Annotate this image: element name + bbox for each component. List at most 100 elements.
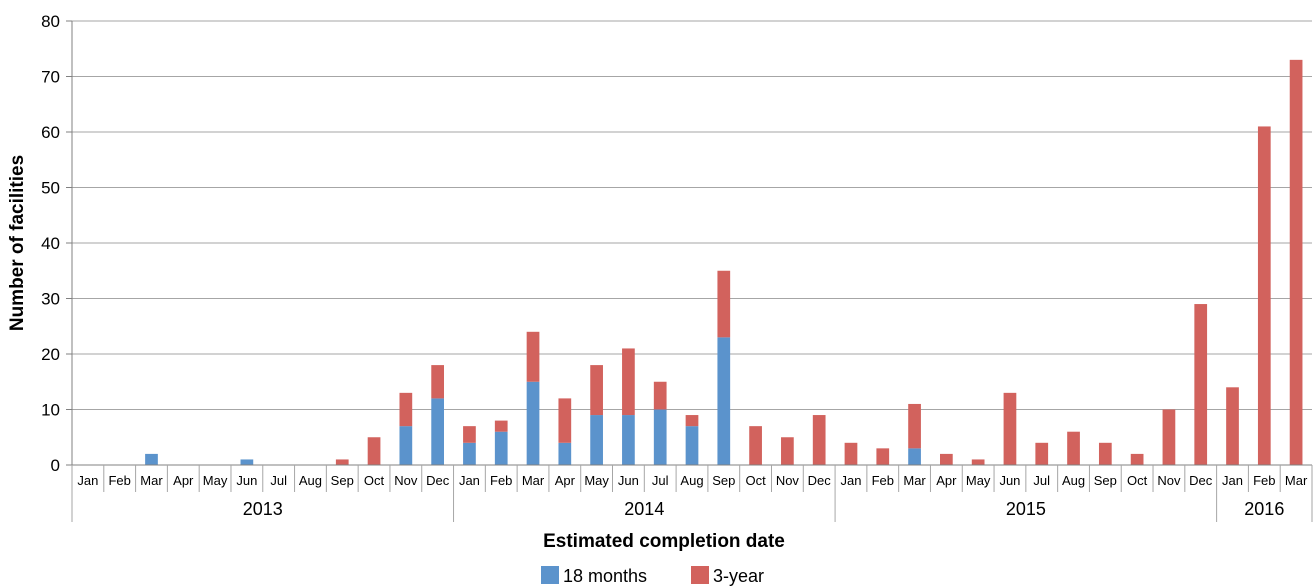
legend-label: 18 months: [563, 566, 647, 586]
bar-segment: [749, 426, 762, 465]
x-tick-label: Jan: [1222, 473, 1243, 488]
y-tick-label: 70: [41, 68, 60, 87]
bar-segment: [1003, 392, 1017, 465]
bar-segment: [1098, 442, 1112, 465]
bar-segment: [717, 337, 731, 465]
bar-segment: [494, 431, 508, 465]
bar-segment: [431, 398, 444, 465]
bar-segment: [844, 442, 858, 465]
bar-segment: [622, 415, 635, 465]
bar-segment: [908, 448, 921, 465]
bar-segment: [526, 331, 540, 382]
bar-segment: [240, 459, 254, 465]
x-tick-label: Dec: [1189, 473, 1213, 488]
bar-segment: [940, 453, 953, 465]
gridlines: [72, 20, 1312, 410]
bar-segment: [463, 426, 476, 443]
legend-swatch: [541, 566, 559, 584]
bar-segment: [685, 415, 699, 427]
bar-segment: [1067, 431, 1080, 465]
year-label: 2015: [1006, 499, 1046, 519]
x-tick-label: Aug: [299, 473, 322, 488]
y-tick-label: 40: [41, 234, 60, 253]
x-tick-label: Nov: [1157, 473, 1181, 488]
x-tick-label: May: [966, 473, 991, 488]
bar-segment: [367, 437, 381, 465]
bar-segment: [1035, 442, 1049, 465]
y-tick-label: 10: [41, 401, 60, 420]
x-tick-label: Nov: [776, 473, 800, 488]
x-tick-label: Jun: [999, 473, 1020, 488]
x-tick-label: Sep: [331, 473, 354, 488]
x-tick-label: Jul: [270, 473, 287, 488]
bars: [145, 59, 1303, 465]
x-tick-label: Nov: [394, 473, 418, 488]
bar-segment: [876, 448, 890, 465]
x-tick-label: Dec: [808, 473, 832, 488]
bar-segment: [1194, 304, 1208, 465]
year-label: 2014: [624, 499, 664, 519]
x-tick-label: Apr: [173, 473, 194, 488]
x-tick-label: Feb: [872, 473, 894, 488]
x-tick-label: Jul: [1033, 473, 1050, 488]
bar-segment: [1162, 409, 1176, 465]
x-tick-label: Sep: [1094, 473, 1117, 488]
bar-segment: [653, 409, 667, 465]
x-tick-label: Oct: [364, 473, 385, 488]
x-tick-label: Apr: [555, 473, 576, 488]
year-label: 2016: [1244, 499, 1284, 519]
y-tick-label: 60: [41, 123, 60, 142]
x-tick-label: May: [584, 473, 609, 488]
bar-segment: [494, 420, 508, 432]
bar-segment: [1226, 387, 1239, 465]
x-tick-label: Jan: [840, 473, 861, 488]
x-tick-label: Mar: [140, 473, 163, 488]
bar-segment: [812, 415, 826, 465]
x-tick-label: Feb: [108, 473, 130, 488]
x-tick-label: Oct: [745, 473, 766, 488]
bar-segment: [526, 381, 540, 465]
bar-segment: [653, 381, 667, 410]
legend-swatch: [691, 566, 709, 584]
x-axis-ticks: Jan Feb Mar Apr May Jun Jul Aug Sep Oct Nov Dec Jan F…: [71, 465, 1313, 522]
y-axis-title: Number of facilities: [7, 155, 28, 331]
x-tick-label: Sep: [712, 473, 735, 488]
x-tick-label: Jan: [459, 473, 480, 488]
x-tick-label: May: [203, 473, 228, 488]
legend: 18 months 3-year: [541, 566, 764, 586]
x-tick-label: Dec: [426, 473, 450, 488]
y-axis-ticks: 0 10 20 30 40 50 60 70 80: [41, 12, 72, 475]
x-tick-label: Jun: [618, 473, 639, 488]
x-tick-label: Mar: [1285, 473, 1308, 488]
bar-segment: [463, 442, 476, 465]
x-tick-label: Feb: [1253, 473, 1275, 488]
x-tick-label: Feb: [490, 473, 512, 488]
bar-segment: [1257, 126, 1271, 465]
bar-segment: [399, 392, 413, 427]
bar-segment: [908, 403, 921, 449]
bar-segment: [971, 459, 985, 465]
bar-segment: [431, 365, 444, 399]
bar-segment: [335, 459, 349, 465]
x-tick-label: Aug: [680, 473, 703, 488]
y-tick-label: 50: [41, 179, 60, 198]
bar-segment: [558, 398, 572, 443]
x-tick-label: Oct: [1127, 473, 1148, 488]
axes: [71, 21, 1312, 466]
bar-segment: [145, 453, 158, 465]
x-tick-label: Mar: [903, 473, 926, 488]
x-tick-label: Aug: [1062, 473, 1085, 488]
y-tick-label: 30: [41, 290, 60, 309]
bar-segment: [590, 365, 603, 416]
bar-segment: [622, 348, 635, 416]
bar-segment: [685, 426, 699, 465]
bar-segment: [558, 442, 572, 465]
x-tick-label: Jun: [236, 473, 257, 488]
legend-label: 3-year: [713, 566, 764, 586]
bar-segment: [1130, 453, 1144, 465]
bar-segment: [590, 415, 603, 465]
x-axis-title: Estimated completion date: [543, 531, 785, 552]
x-tick-label: Jan: [77, 473, 98, 488]
y-tick-label: 20: [41, 345, 60, 364]
